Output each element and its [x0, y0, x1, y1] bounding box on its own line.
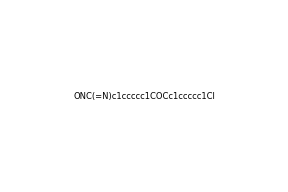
Text: ONC(=N)c1ccccc1COCc1ccccc1Cl: ONC(=N)c1ccccc1COCc1ccccc1Cl: [73, 92, 215, 100]
